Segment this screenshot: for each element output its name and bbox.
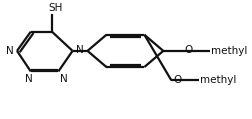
Text: methyl: methyl	[200, 75, 236, 85]
Text: SH: SH	[48, 3, 62, 13]
Text: N: N	[60, 74, 68, 84]
Text: O: O	[184, 45, 193, 55]
Text: N: N	[25, 74, 33, 84]
Text: N: N	[6, 46, 14, 56]
Text: N: N	[76, 45, 83, 55]
Text: O: O	[173, 75, 181, 85]
Text: methyl: methyl	[211, 46, 248, 56]
